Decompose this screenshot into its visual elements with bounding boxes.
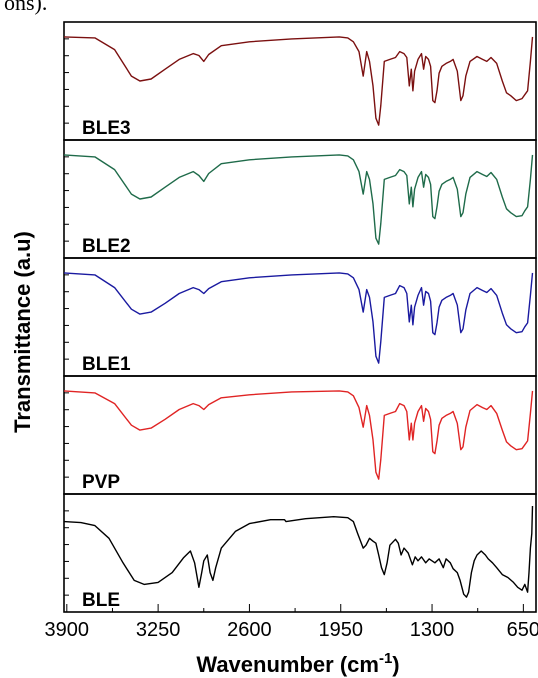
x-axis-title-sup: -1 — [379, 650, 392, 667]
panel-label-ble3: BLE3 — [82, 118, 131, 139]
spectrum-ble2 — [63, 154, 534, 245]
panel-ble1: BLE1 — [63, 257, 537, 377]
spectrum-ble3 — [63, 36, 534, 126]
spectrum-ble1 — [63, 272, 534, 364]
panel-label-ble: BLE — [82, 590, 120, 611]
x-axis-title-close: ) — [392, 652, 399, 677]
x-tick-label: 650 — [507, 619, 538, 641]
panel-pvp: PVP — [63, 375, 537, 495]
panel-frame — [63, 493, 537, 613]
panel-ble: BLE — [63, 493, 537, 613]
x-tick-label: 1950 — [318, 619, 363, 641]
panel-label-ble1: BLE1 — [82, 354, 131, 375]
x-tick-label: 3250 — [136, 619, 181, 641]
y-axis-title: Transmittance (a.u) — [10, 231, 35, 433]
panel-label-ble2: BLE2 — [82, 236, 131, 257]
panels-group: BLE3 BLE2 BLE1 PVP BLE — [63, 21, 537, 613]
panel-ble3: BLE3 — [63, 21, 537, 141]
panel-ble2: BLE2 — [63, 139, 537, 259]
x-axis-title-main: Wavenumber (cm — [196, 652, 379, 677]
x-tick-label: 2600 — [227, 619, 272, 641]
spectrum-ble — [63, 505, 534, 598]
x-ticks: 3900 3250 2600 1950 1300 650 — [45, 604, 538, 641]
header-fragment: ons). — [4, 0, 47, 15]
x-tick-label: 1300 — [410, 619, 455, 641]
x-tick-label: 3900 — [45, 619, 90, 641]
x-axis-title: Wavenumber (cm-1) — [196, 650, 399, 677]
spectrum-pvp — [63, 390, 534, 480]
panel-label-pvp: PVP — [82, 472, 120, 493]
